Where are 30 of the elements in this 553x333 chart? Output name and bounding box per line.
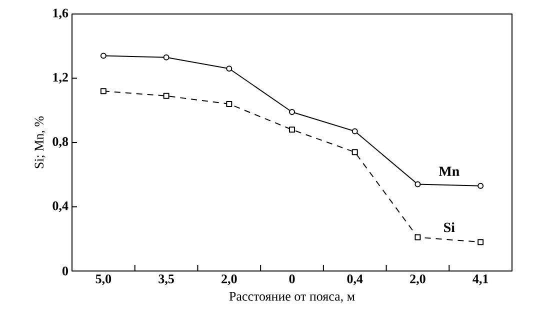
y-axis-title: Si; Mn, %	[34, 116, 46, 168]
x-axis-title: Расстояние от пояса, м	[229, 292, 355, 303]
point	[100, 88, 106, 94]
series-label: Mn	[438, 166, 460, 176]
x-tick-label: 0,4	[347, 274, 363, 286]
point	[478, 182, 484, 189]
point	[289, 126, 296, 133]
point	[352, 149, 358, 156]
point	[163, 92, 170, 99]
point	[352, 128, 358, 134]
point	[226, 100, 232, 107]
point	[100, 52, 106, 59]
x-tick-label: 2,0	[222, 274, 237, 286]
y-tick-label: 0,8	[52, 137, 68, 148]
point	[414, 234, 421, 240]
y-tick-label: 1,6	[53, 8, 68, 20]
x-tick-label: 0	[289, 274, 295, 284]
point	[414, 181, 421, 188]
x-tick-label: 2,0	[410, 274, 426, 286]
y-tick-label: 0	[62, 266, 68, 276]
point	[163, 54, 170, 60]
x-tick-label: 3,5	[158, 274, 174, 286]
point	[478, 239, 484, 246]
x-tick-label: 5,0	[96, 274, 112, 286]
y-tick-label: 1,2	[53, 72, 68, 84]
point	[289, 108, 296, 115]
x-tick-label: 4,1	[472, 274, 488, 286]
point	[226, 66, 232, 72]
y-tick-label: 0,4	[52, 201, 68, 212]
series-label: Si	[444, 222, 455, 232]
